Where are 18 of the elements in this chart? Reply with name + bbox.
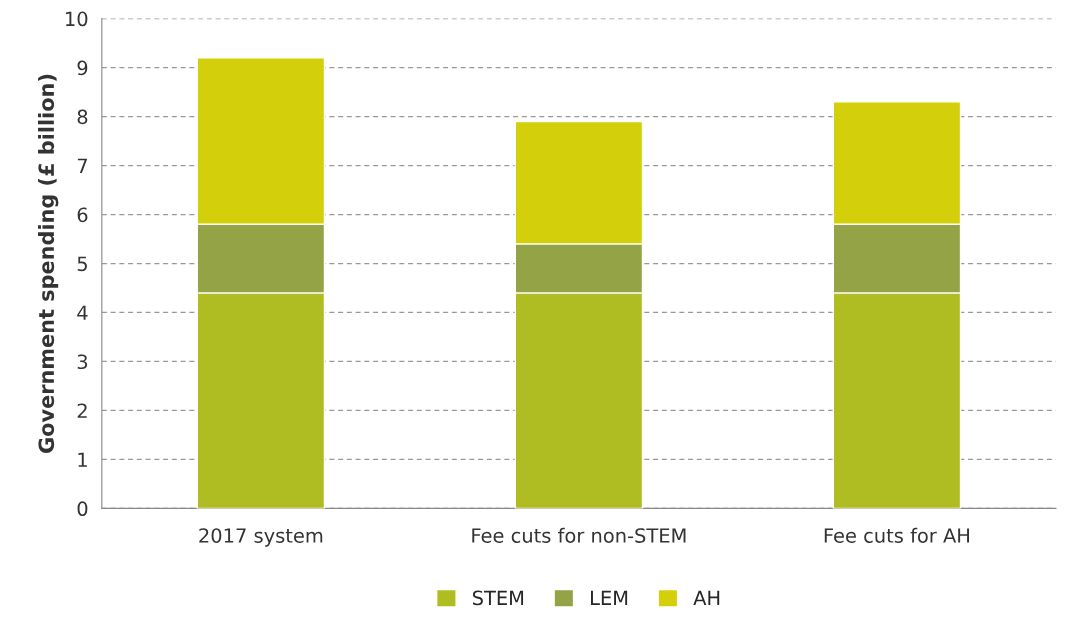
y-tick-label: 0 bbox=[77, 501, 88, 517]
y-tick-label: 7 bbox=[77, 158, 87, 173]
x-tick-label: Fee cuts for AH bbox=[824, 527, 969, 543]
y-axis-title: Government spending (£ billion) bbox=[38, 74, 59, 453]
legend-label: LEM bbox=[591, 590, 628, 605]
y-tick-label: 6 bbox=[77, 207, 88, 223]
y-tick-label: 3 bbox=[77, 354, 88, 370]
y-tick-label: 8 bbox=[77, 109, 88, 125]
y-tick-label: 9 bbox=[77, 60, 88, 76]
y-tick-label: 5 bbox=[77, 256, 87, 272]
y-tick-label: 4 bbox=[77, 305, 88, 320]
y-tick-label: 1 bbox=[78, 452, 87, 467]
x-tick-label: Fee cuts for non-STEM bbox=[472, 527, 686, 543]
legend-label: STEM bbox=[472, 590, 524, 606]
y-tick-label: 2 bbox=[77, 403, 87, 418]
y-tick-label: 10 bbox=[66, 11, 88, 27]
x-tick-label: 2017 system bbox=[199, 528, 323, 547]
legend-label: AH bbox=[693, 590, 720, 605]
